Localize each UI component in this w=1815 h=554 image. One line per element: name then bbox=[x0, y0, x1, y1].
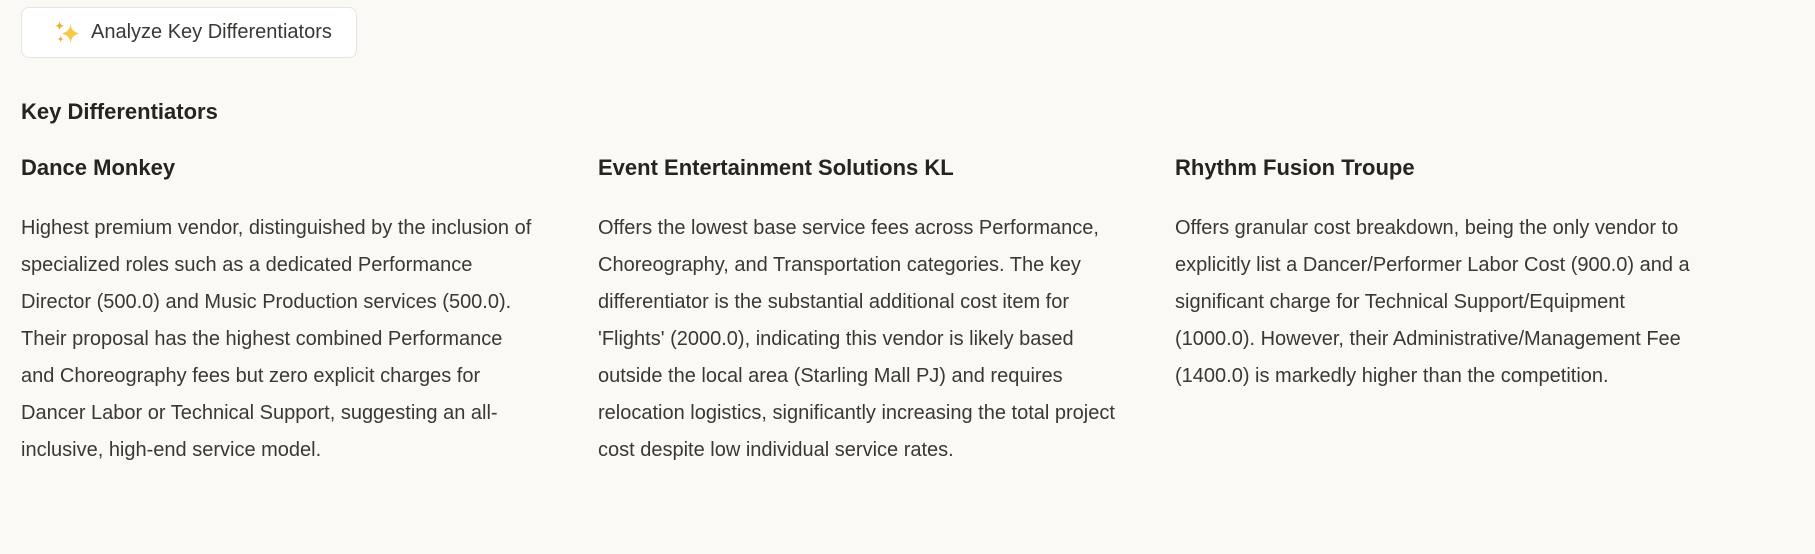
vendor-column-event-entertainment-solutions-kl: Event Entertainment Solutions KL Offers … bbox=[598, 153, 1175, 469]
vendor-name: Dance Monkey bbox=[21, 155, 176, 180]
analyze-key-differentiators-button[interactable]: Analyze Key Differentiators bbox=[21, 7, 357, 58]
vendor-name: Rhythm Fusion Troupe bbox=[1175, 155, 1415, 180]
vendor-name: Event Entertainment Solutions KL bbox=[598, 155, 954, 180]
vendor-columns: Dance Monkey Highest premium vendor, dis… bbox=[21, 153, 1815, 469]
vendor-description: Offers the lowest base service fees acro… bbox=[598, 217, 1115, 461]
toolbar: Analyze Key Differentiators bbox=[21, 7, 1815, 58]
vendor-column-rhythm-fusion-troupe: Rhythm Fusion Troupe Offers granular cos… bbox=[1175, 153, 1752, 469]
vendor-column-dance-monkey: Dance Monkey Highest premium vendor, dis… bbox=[21, 153, 598, 469]
vendor-description: Highest premium vendor, distinguished by… bbox=[21, 217, 532, 461]
vendor-description: Offers granular cost breakdown, being th… bbox=[1175, 217, 1690, 387]
analyze-button-label: Analyze Key Differentiators bbox=[91, 21, 332, 43]
section-title: Key Differentiators bbox=[21, 99, 218, 124]
sparkles-icon bbox=[54, 19, 80, 47]
